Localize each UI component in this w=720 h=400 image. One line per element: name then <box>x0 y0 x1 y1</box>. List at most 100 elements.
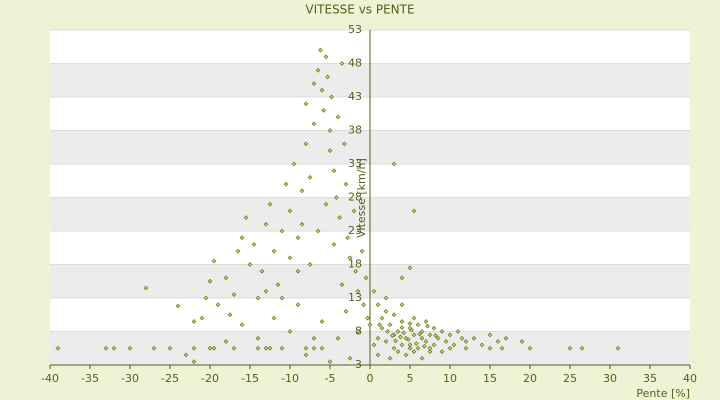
point <box>227 312 233 318</box>
point <box>207 345 213 351</box>
point <box>423 319 429 324</box>
point <box>379 325 385 331</box>
point <box>355 329 361 334</box>
point <box>615 345 621 351</box>
point <box>435 335 441 341</box>
point <box>451 342 457 348</box>
point <box>427 349 433 354</box>
point <box>377 322 382 328</box>
point <box>211 345 217 351</box>
point <box>307 262 313 267</box>
x-tick-label: -30 <box>121 372 139 385</box>
point <box>347 355 353 361</box>
point <box>215 302 221 308</box>
point <box>295 268 301 274</box>
point <box>383 339 389 344</box>
chart-title: VITESSE vs PENTE <box>305 3 414 17</box>
point <box>355 288 361 294</box>
point <box>363 275 369 281</box>
point <box>334 195 339 200</box>
point <box>279 345 285 351</box>
y-tick-label: 23 <box>348 224 362 237</box>
point <box>337 215 342 220</box>
point <box>399 342 405 348</box>
point <box>279 228 285 234</box>
point <box>411 315 417 321</box>
point <box>287 255 293 261</box>
point <box>318 47 323 53</box>
point <box>295 235 301 241</box>
point <box>199 315 205 321</box>
point <box>419 335 425 341</box>
point <box>395 349 401 354</box>
point <box>103 345 109 351</box>
point <box>391 312 397 318</box>
point <box>315 228 321 234</box>
point <box>319 87 325 93</box>
point <box>303 345 309 351</box>
point <box>223 275 229 281</box>
point <box>439 349 445 354</box>
point <box>203 295 209 301</box>
point <box>423 339 429 344</box>
point <box>279 295 285 301</box>
y-tick-label: 13 <box>348 291 362 304</box>
point <box>339 282 345 287</box>
x-tick-label: 15 <box>483 372 497 385</box>
point <box>471 335 477 341</box>
point <box>371 342 377 348</box>
point <box>393 338 398 344</box>
point <box>391 345 397 351</box>
point <box>411 208 417 214</box>
point <box>390 333 395 338</box>
point <box>487 332 493 338</box>
point <box>275 282 281 287</box>
point <box>151 345 157 351</box>
point <box>347 255 353 261</box>
point <box>407 321 413 326</box>
point <box>407 345 413 351</box>
point <box>399 325 405 330</box>
point <box>55 345 61 351</box>
point <box>398 334 403 340</box>
x-tick-label: 10 <box>443 372 457 385</box>
point <box>361 302 366 308</box>
x-tick-label: -5 <box>325 372 336 385</box>
point <box>455 329 461 334</box>
x-tick-label: -20 <box>201 372 219 385</box>
point <box>175 303 181 309</box>
point <box>239 322 245 328</box>
x-tick-label: -25 <box>161 372 179 385</box>
point <box>303 101 309 107</box>
point <box>291 161 297 167</box>
point <box>319 319 325 324</box>
point <box>342 141 347 147</box>
point <box>359 248 365 254</box>
point <box>439 329 445 334</box>
point <box>343 181 349 187</box>
point <box>353 268 358 274</box>
point <box>335 114 341 120</box>
point <box>299 188 305 194</box>
x-tick-label: -10 <box>281 372 299 385</box>
point <box>387 322 393 328</box>
point <box>335 335 341 341</box>
point <box>399 319 405 324</box>
x-axis-label: Pente [%] <box>636 387 690 400</box>
point <box>311 121 317 127</box>
point <box>191 345 197 351</box>
point <box>255 335 261 341</box>
y-axis-label: Vitesse [km/h] <box>355 158 368 238</box>
point <box>263 221 269 227</box>
point <box>463 345 469 351</box>
y-tick-label: 18 <box>348 258 362 271</box>
point <box>345 235 350 241</box>
point <box>419 355 425 361</box>
point <box>375 335 381 341</box>
point <box>211 258 217 264</box>
point <box>527 345 533 351</box>
point <box>239 235 245 241</box>
point <box>407 342 413 348</box>
point <box>419 329 425 334</box>
point <box>414 341 419 346</box>
